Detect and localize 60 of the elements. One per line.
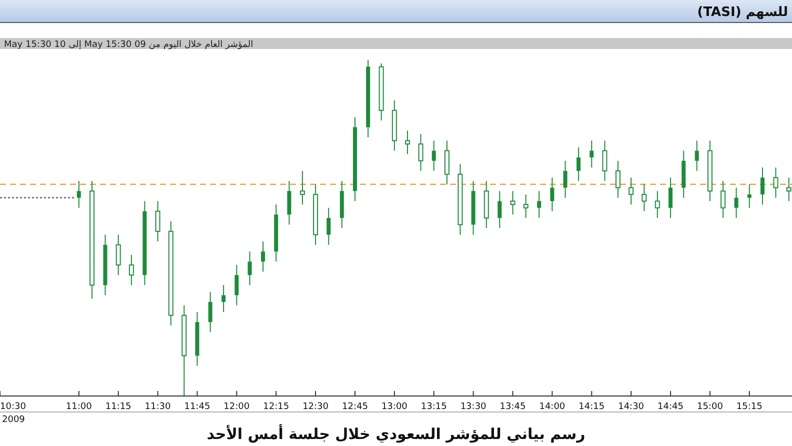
candlestick (590, 140, 594, 168)
candlestick (760, 167, 764, 205)
x-tick-label: 14:00 (539, 402, 566, 412)
candlestick (747, 184, 752, 208)
candlestick (510, 190, 516, 216)
candlestick (287, 180, 292, 226)
x-tick-label: 12:30 (302, 402, 329, 412)
x-tick-label: 13:15 (420, 402, 447, 412)
candlestick (642, 184, 647, 212)
candlestick (773, 167, 778, 198)
chart-subtitle: المؤشر العام خلال اليوم من 09 May 15:30 إلى 10 May 15:30 (4, 40, 254, 50)
x-tick-label: 13:00 (381, 402, 408, 412)
candlestick (734, 187, 738, 218)
x-tick-label: 11:00 (66, 402, 92, 412)
x-tick-label: 13:30 (460, 402, 487, 412)
candlestick (300, 170, 305, 205)
x-tick-label: 11:15 (105, 402, 132, 412)
x-tick-label: 15:00 (696, 402, 724, 412)
candlestick (76, 180, 81, 208)
candlestick (550, 177, 554, 212)
text: 2009 (2, 415, 26, 425)
x-tick-label: 11:30 (144, 402, 172, 412)
candlestick (498, 190, 502, 228)
candlestick (432, 140, 436, 172)
x-tick-label: 13:45 (500, 402, 526, 412)
candlestick (786, 177, 792, 202)
candlestick (602, 140, 608, 182)
candlestick (654, 190, 660, 218)
text: رسم بياني للمؤشر السعودي خلال جلسة أمس الأحد (206, 424, 586, 443)
candlestick (418, 133, 424, 172)
candlestick (720, 180, 726, 218)
candlestick (208, 291, 212, 333)
candlestick (576, 146, 581, 182)
candlestick (128, 254, 134, 286)
candlestick (563, 160, 568, 198)
x-tick-label: 12:15 (263, 402, 290, 412)
candlestick (537, 190, 542, 218)
candlestick (261, 240, 265, 272)
x-tick-label: 14:30 (618, 402, 644, 412)
x-tick-label: 15:15 (736, 402, 762, 412)
candlestick (628, 177, 634, 205)
candlestick (615, 160, 620, 198)
x-tick-label: 10:30 (0, 402, 26, 412)
candlestick (248, 251, 252, 286)
candlestick (668, 177, 673, 218)
candlestick (155, 200, 160, 242)
candlestick (116, 234, 121, 276)
candlestick (234, 264, 239, 306)
x-tick-label: 11:45 (184, 402, 210, 412)
x-tick-label: 12:00 (224, 402, 250, 412)
x-tick-label: 14:15 (578, 402, 605, 412)
candlestick (523, 194, 528, 218)
x-tick-label: 12:45 (342, 402, 368, 412)
candlestick (694, 140, 699, 172)
candlestick (405, 130, 410, 155)
x-tick-label: 14:45 (658, 402, 684, 412)
candlestick (444, 140, 450, 185)
candlestick (326, 207, 331, 246)
chart-title: للسهم (TASI) (697, 5, 788, 20)
candlestick (222, 284, 226, 312)
